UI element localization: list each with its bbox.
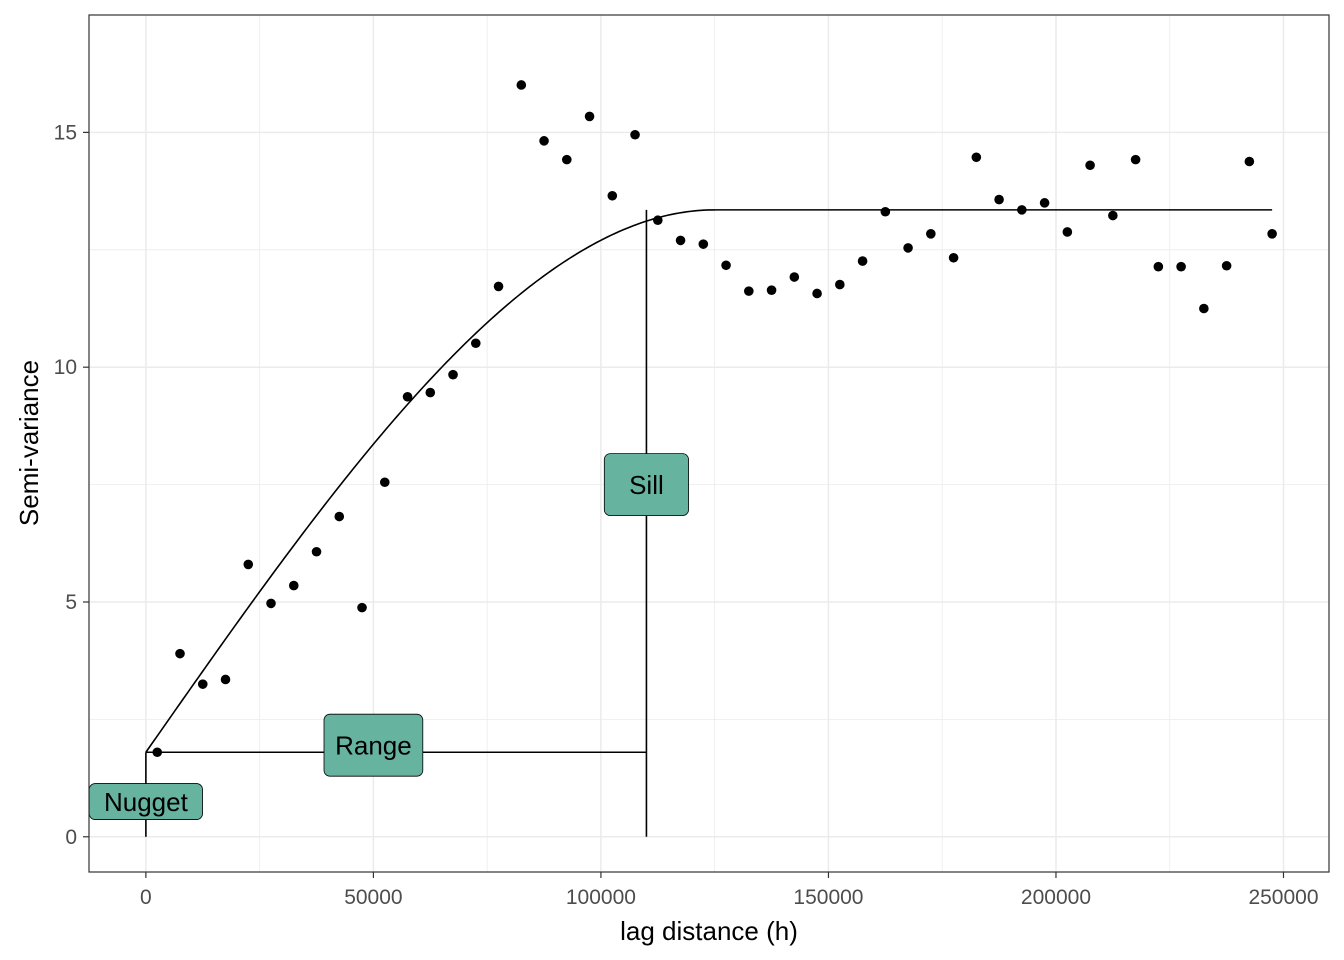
data-point [448, 369, 458, 380]
data-point [266, 598, 276, 609]
data-point [357, 602, 367, 613]
y-axis-ticks: 0 5 10 15 [54, 121, 89, 849]
data-point [948, 252, 959, 263]
annotation-label-range: Range [323, 713, 424, 777]
x-tick-label: 200000 [1021, 886, 1091, 909]
annotation-text: Sill [629, 470, 664, 500]
data-point [220, 674, 231, 685]
x-tick-label: 250000 [1248, 886, 1318, 909]
data-point [175, 648, 185, 659]
annotation-labels: Nugget Range Sill [88, 453, 689, 820]
x-tick-label: 0 [140, 886, 152, 909]
data-point [1267, 229, 1277, 239]
model-curve-group [145, 209, 1273, 753]
data-point [425, 387, 436, 398]
data-point [971, 152, 982, 163]
annotation-text: Nugget [104, 787, 189, 817]
data-point [1153, 261, 1164, 272]
annotation-box [603, 453, 689, 516]
data-point [493, 281, 504, 292]
data-point [1199, 303, 1209, 314]
annotation-label-sill: Sill [603, 453, 689, 516]
data-point [1176, 261, 1186, 272]
x-tick-label: 100000 [566, 886, 636, 909]
data-point [1039, 198, 1050, 208]
data-point [721, 260, 731, 271]
data-point [766, 285, 777, 295]
data-point [197, 679, 208, 689]
data-point [675, 235, 686, 246]
model-curve [145, 209, 1273, 753]
data-point [653, 215, 663, 226]
data-point [857, 256, 868, 266]
data-point [1017, 205, 1027, 215]
x-tick-label: 150000 [793, 886, 863, 909]
grid-lines [89, 15, 1329, 872]
y-tick-label: 0 [65, 826, 77, 849]
data-point [334, 511, 345, 522]
y-tick-label: 5 [65, 591, 77, 614]
y-tick-label: 10 [54, 356, 77, 379]
data-point [994, 194, 1004, 205]
y-axis-label: Semi-variance [14, 360, 44, 526]
y-tick-label: 15 [54, 121, 77, 144]
x-axis-label: lag distance (h) [620, 916, 798, 946]
data-point [152, 747, 163, 758]
data-point [1130, 154, 1141, 165]
data-points [152, 80, 1277, 758]
data-point [1221, 260, 1232, 271]
data-point [288, 580, 299, 591]
data-point [812, 288, 822, 299]
annotation-box [323, 713, 424, 777]
data-point [1062, 227, 1073, 237]
data-point [630, 129, 640, 140]
annotation-text: Range [335, 731, 412, 761]
data-point [1244, 156, 1255, 167]
data-point [698, 239, 709, 249]
data-point [402, 391, 413, 402]
data-point [789, 272, 800, 282]
data-point [926, 229, 936, 239]
panel-border [88, 14, 1330, 873]
data-point [516, 80, 527, 90]
x-axis-ticks: 0 50000 100000 150000 200000 250000 [140, 872, 1319, 909]
data-point [311, 546, 322, 557]
data-point [880, 206, 891, 217]
data-point [379, 477, 390, 488]
data-point [561, 154, 572, 165]
data-point [903, 243, 913, 253]
data-point [470, 338, 481, 349]
data-point [607, 190, 618, 201]
data-point [1108, 210, 1118, 221]
data-point [539, 136, 549, 146]
data-point [744, 286, 754, 296]
data-point [1085, 160, 1095, 171]
data-point [243, 559, 254, 570]
x-tick-label: 50000 [344, 886, 402, 909]
annotation-label-nugget: Nugget [88, 783, 203, 820]
data-point [835, 279, 845, 290]
data-point [584, 111, 595, 122]
